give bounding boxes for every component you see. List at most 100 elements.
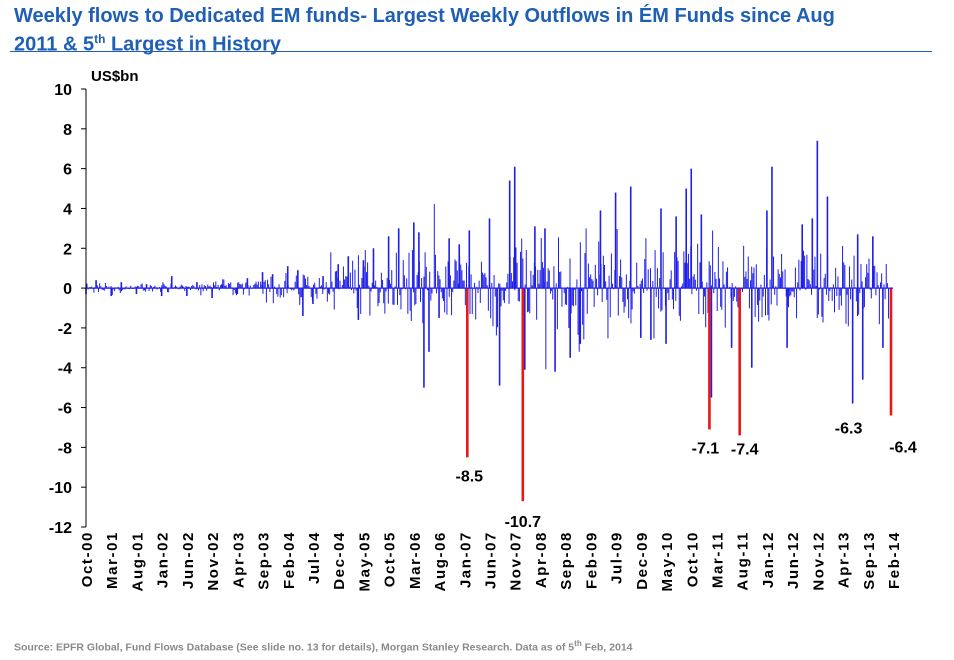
weekly-flow-bar — [743, 245, 745, 289]
x-tick-label: Jan-12 — [760, 531, 777, 588]
weekly-flow-bar — [341, 284, 343, 289]
x-tick-label: Aug-11 — [735, 531, 752, 591]
weekly-flow-bar — [758, 288, 760, 322]
weekly-flow-bar — [298, 288, 300, 295]
weekly-flow-bar — [714, 271, 716, 289]
weekly-flow-bar — [774, 288, 776, 295]
weekly-flow-bar — [254, 283, 256, 289]
weekly-flow-bar — [846, 288, 848, 295]
weekly-flow-bar — [813, 269, 815, 289]
weekly-flow-bar — [678, 288, 680, 316]
weekly-flow-bar — [315, 288, 317, 294]
flow-spike-bar — [413, 222, 415, 289]
weekly-flow-bar — [154, 285, 156, 289]
flow-spike-bar — [423, 288, 425, 388]
weekly-flow-bar — [490, 288, 492, 319]
weekly-flow-bar — [466, 262, 467, 289]
weekly-flow-bar — [676, 257, 678, 289]
value-annotation: -7.4 — [731, 441, 759, 458]
weekly-flow-bar — [248, 288, 250, 296]
x-tick-label: Dec-09 — [634, 531, 651, 590]
weekly-flow-bar — [383, 288, 385, 304]
x-tick-label: Jun-07 — [483, 531, 500, 589]
weekly-flow-bar — [513, 257, 515, 289]
weekly-flow-bar — [851, 279, 853, 289]
weekly-flow-bar — [162, 282, 164, 289]
weekly-flow-bar — [260, 281, 262, 289]
weekly-flow-bar — [181, 285, 183, 289]
weekly-flow-bar — [620, 259, 622, 289]
y-unit-label: US$bn — [91, 68, 139, 85]
weekly-flow-bar — [868, 258, 870, 289]
weekly-flow-bar — [308, 285, 310, 289]
weekly-flow-bar — [756, 288, 758, 305]
weekly-flow-bar — [283, 288, 285, 298]
weekly-flow-bar — [326, 288, 328, 302]
weekly-flow-bar — [823, 277, 825, 289]
weekly-flow-bar — [723, 284, 725, 289]
weekly-flow-bar — [608, 275, 610, 289]
weekly-flow-bar — [646, 288, 648, 291]
flow-spike-bar — [120, 282, 123, 289]
weekly-flow-bar — [727, 267, 729, 289]
flow-spike-bar — [579, 288, 582, 344]
weekly-flow-bar — [702, 288, 704, 315]
weekly-flow-bar — [86, 283, 88, 289]
weekly-flow-bar — [357, 255, 359, 289]
weekly-flows-chart: 10 8 6 4 2 0 -2 -4 -6 -8 -10 -12 US$bn Oct-00 Mar-01 Au… — [49, 68, 917, 591]
x-tick-label: Dec-04 — [331, 531, 348, 590]
weekly-flow-bar — [579, 242, 581, 289]
flow-spike-bar — [110, 288, 113, 297]
weekly-flow-bar — [238, 282, 240, 289]
weekly-flow-bar — [377, 288, 379, 307]
flow-spike-bar — [211, 288, 213, 299]
weekly-flow-bar — [87, 288, 89, 290]
weekly-flow-bar — [821, 288, 823, 317]
weekly-flow-bar — [352, 260, 354, 289]
weekly-flow-bar — [477, 288, 479, 293]
largest-outflow-bar — [738, 288, 741, 436]
weekly-flow-bar — [798, 259, 800, 289]
weekly-flow-bar — [149, 285, 151, 289]
flow-spike-bar — [650, 288, 652, 340]
weekly-flow-bar — [121, 288, 122, 292]
weekly-flow-bar — [689, 278, 691, 289]
weekly-flow-bar — [378, 288, 380, 303]
weekly-flow-bar — [884, 288, 886, 300]
weekly-flow-bar — [529, 288, 531, 314]
weekly-flow-bar — [213, 282, 214, 289]
value-annotation: -7.1 — [692, 440, 720, 457]
weekly-flow-bar — [863, 288, 865, 308]
weekly-flow-bar — [430, 288, 432, 301]
weekly-flow-bar — [397, 288, 398, 305]
weekly-flow-bar — [241, 283, 243, 289]
weekly-flow-bar — [354, 269, 356, 289]
weekly-flow-bar — [548, 270, 550, 289]
weekly-flow-bar — [431, 288, 433, 294]
weekly-flow-bar — [491, 282, 493, 289]
weekly-flow-bar — [222, 279, 224, 289]
weekly-flow-bar — [828, 288, 830, 301]
weekly-flow-bar — [269, 288, 271, 293]
flow-spike-bar — [458, 244, 461, 289]
weekly-flow-bar — [411, 250, 413, 289]
weekly-flow-bar — [622, 288, 624, 302]
weekly-flow-bar — [470, 274, 472, 289]
weekly-flow-bar — [564, 288, 566, 305]
weekly-flow-bar — [576, 279, 578, 289]
weekly-flow-bar — [555, 283, 557, 289]
weekly-flow-bar — [698, 288, 700, 315]
weekly-flow-bar — [574, 288, 576, 290]
weekly-flow-bar — [612, 283, 614, 289]
weekly-flow-bar — [264, 280, 266, 289]
weekly-flow-bar — [263, 281, 265, 289]
weekly-flow-bar — [602, 255, 604, 289]
weekly-flow-bar — [520, 251, 522, 289]
weekly-flow-bar — [410, 288, 412, 321]
weekly-flow-bar — [364, 250, 366, 289]
weekly-flow-bar — [769, 279, 771, 289]
x-tick-label: Aug-06 — [432, 531, 449, 591]
weekly-flow-bar — [598, 241, 600, 289]
weekly-flow-bar — [840, 288, 842, 306]
weekly-flow-bar — [102, 288, 104, 290]
